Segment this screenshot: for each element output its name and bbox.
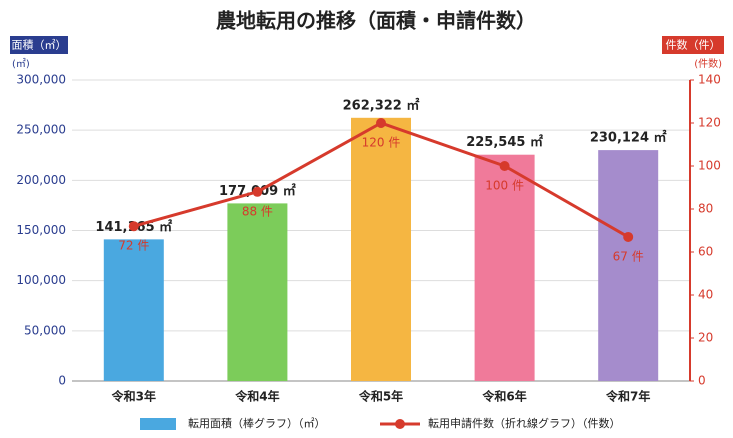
line-value-label: 88 件 — [242, 204, 273, 218]
line-point — [376, 118, 386, 128]
line-value-label: 120 件 — [362, 136, 401, 150]
line-point — [252, 186, 263, 197]
y-axis-unit: (㎡) — [12, 58, 30, 70]
x-tick-label: 令和5年 — [358, 389, 403, 404]
bar — [474, 154, 535, 381]
line-point — [128, 221, 139, 232]
y2-tick-label: 100 — [698, 159, 721, 173]
line-value-label: 67 件 — [613, 249, 644, 263]
y-tick-label: 50,000 — [24, 323, 66, 337]
y-tick-label: 100,000 — [16, 273, 66, 287]
bar-value-label: 262,322 ㎡ — [343, 97, 420, 113]
bar-value-label: 225,545 ㎡ — [466, 134, 543, 150]
y-tick-label: 150,000 — [16, 223, 66, 237]
line-point — [623, 231, 634, 242]
x-tick-label: 令和4年 — [234, 389, 279, 404]
bar — [351, 117, 411, 382]
legend-swatch — [395, 419, 405, 429]
line-value-label: 72 件 — [118, 239, 149, 253]
y-tick-label: 250,000 — [16, 123, 66, 137]
x-tick-label: 令和6年 — [481, 389, 526, 404]
chart-title: 農地転用の推移（面積・申請件数） — [216, 9, 536, 33]
y2-tick-label: 60 — [698, 245, 713, 259]
bar — [227, 203, 288, 381]
y2-axis-unit: (件数) — [694, 57, 722, 70]
y2-tick-label: 120 — [698, 116, 721, 130]
bar-value-label: 230,124 ㎡ — [590, 130, 667, 146]
legend-swatch — [140, 418, 176, 430]
y-tick-label: 200,000 — [16, 173, 66, 187]
y-tick-label: 300,000 — [16, 73, 66, 87]
y2-tick-label: 40 — [698, 288, 713, 302]
legend-label: 転用面積（棒グラフ）（㎡） — [188, 416, 326, 430]
bar — [598, 150, 659, 381]
line-value-label: 100 件 — [485, 179, 524, 193]
y2-tick-label: 0 — [698, 374, 706, 388]
y2-axis-badge-bg — [662, 36, 724, 54]
y2-tick-label: 20 — [698, 331, 713, 345]
line-point — [499, 161, 510, 171]
legend-label: 転用申請件数（折れ線グラフ）（件数） — [428, 416, 621, 430]
y-axis-badge-bg — [10, 36, 68, 54]
y2-tick-label: 140 — [698, 73, 721, 87]
x-tick-label: 令和7年 — [605, 389, 650, 404]
x-tick-label: 令和3年 — [111, 389, 156, 404]
y2-axis-badge: 件数（件） — [666, 39, 721, 52]
y-tick-label: 0 — [58, 374, 66, 388]
bar — [103, 239, 164, 381]
y-axis-badge: 面積（㎡） — [12, 38, 67, 52]
y2-tick-label: 80 — [698, 202, 713, 216]
